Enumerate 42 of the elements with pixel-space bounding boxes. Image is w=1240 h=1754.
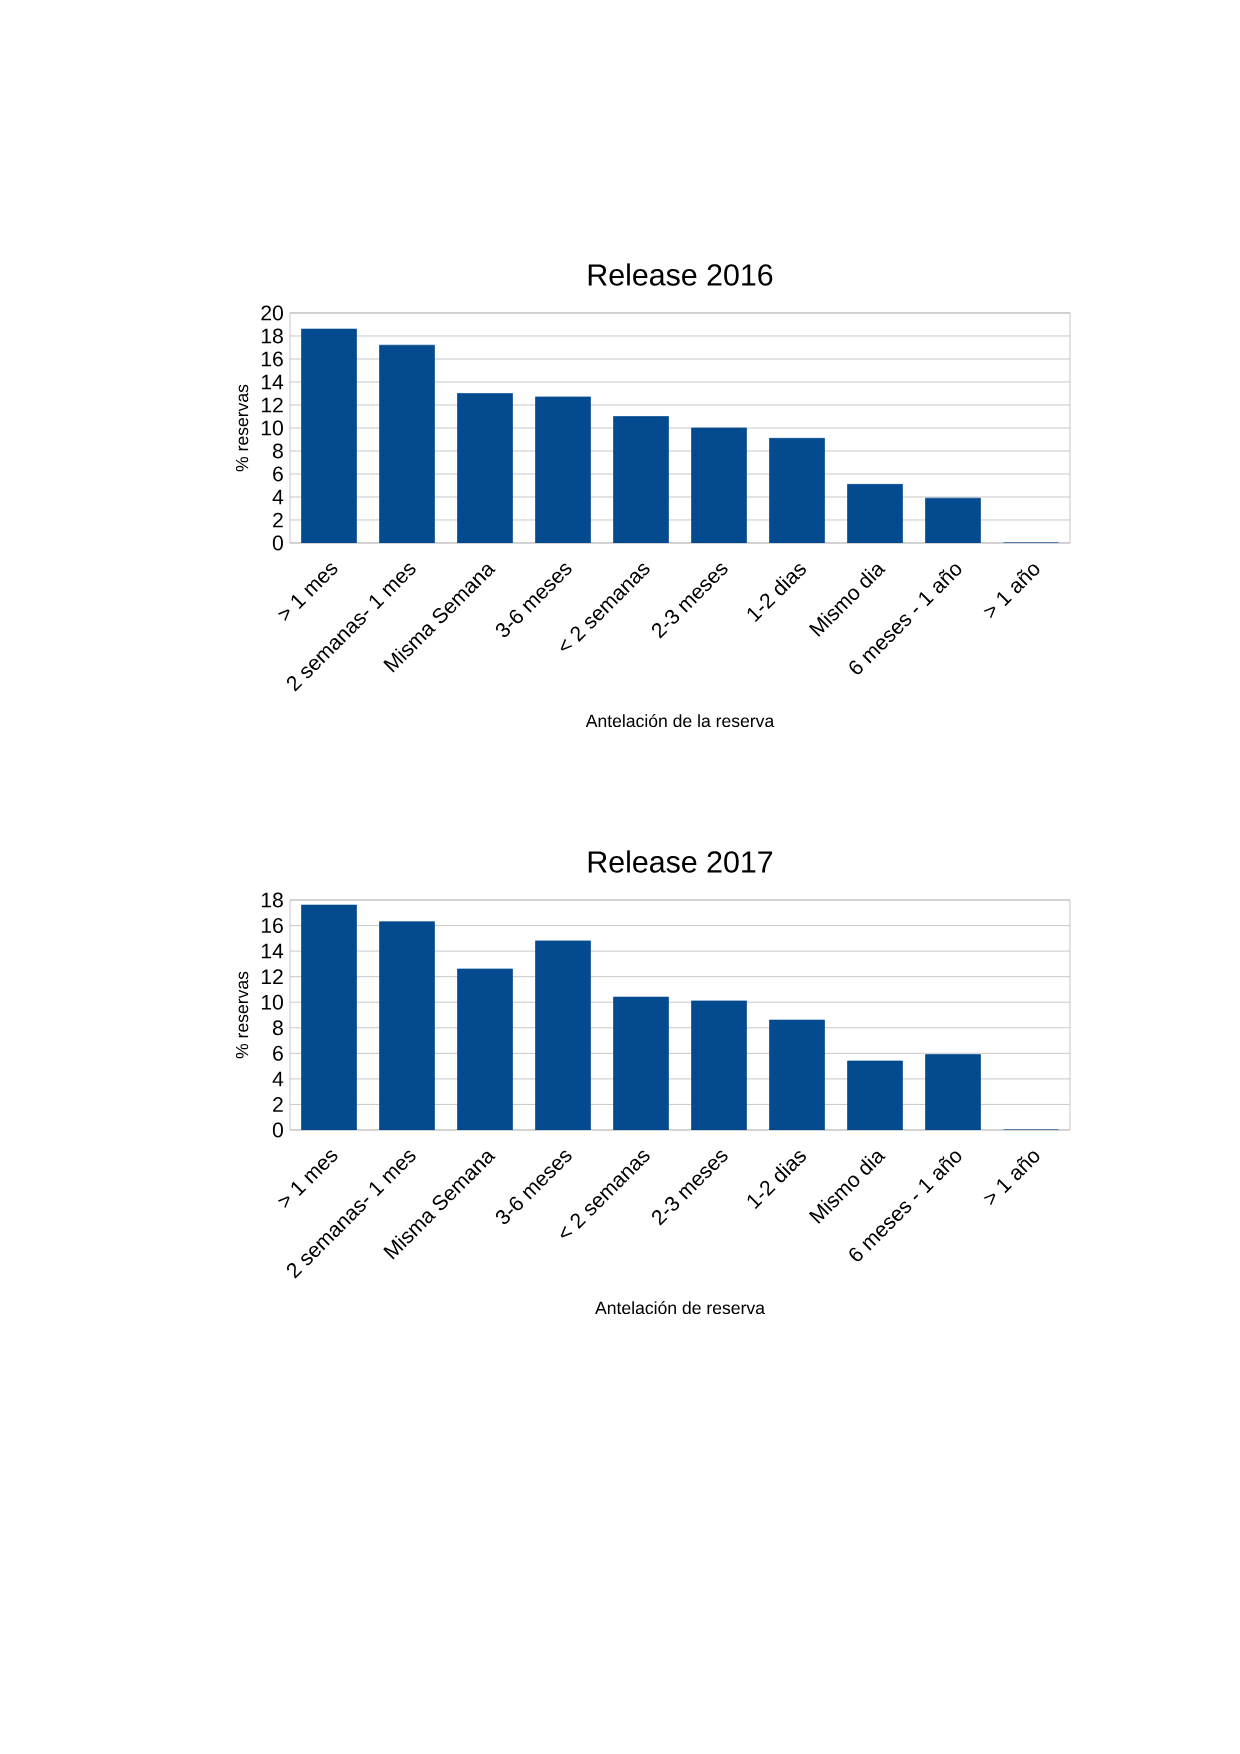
bar <box>457 393 513 543</box>
bar <box>535 396 591 543</box>
y-axis-title: % reservas <box>235 384 249 472</box>
bar <box>691 427 747 543</box>
y-tick-label: 10 <box>261 994 283 1010</box>
x-tick-label: 1-2 dias <box>747 564 806 622</box>
y-tick-label: 6 <box>273 1045 283 1061</box>
y-tick-label: 20 <box>261 305 283 321</box>
bar <box>613 416 669 543</box>
y-tick-label: 2 <box>273 1097 283 1112</box>
bar <box>847 483 903 543</box>
y-axis-title: % reservas <box>235 971 249 1059</box>
bar <box>769 437 825 543</box>
x-axis-title: Antelación de reserva <box>595 1300 765 1315</box>
x-tick-label: > 1 año <box>983 1151 1040 1206</box>
x-tick-label: > 1 mes <box>277 1150 338 1209</box>
y-tick-label: 14 <box>261 943 284 959</box>
y-tick-label: 18 <box>261 328 283 344</box>
x-tick-label: 1-2 dias <box>747 1151 806 1209</box>
y-tick-label: 4 <box>272 1071 284 1087</box>
y-tick-label: 6 <box>273 466 283 482</box>
x-tick-label: > 1 año <box>983 564 1040 619</box>
y-tick-label: 0 <box>272 1122 283 1138</box>
y-tick-label: 16 <box>261 351 283 367</box>
x-tick-label: > 1 mes <box>277 563 338 622</box>
bar <box>301 328 357 543</box>
chart-title: Release 2017 <box>588 850 773 873</box>
y-tick-label: 16 <box>261 918 283 933</box>
y-tick-label: 0 <box>272 535 283 551</box>
bar <box>379 344 435 543</box>
y-tick-label: 12 <box>261 397 283 413</box>
bar <box>925 497 981 543</box>
chart-title: Release 2016 <box>588 263 773 286</box>
y-tick-label: 18 <box>261 892 283 908</box>
y-tick-label: 4 <box>272 489 284 505</box>
y-tick-label: 14 <box>261 374 284 390</box>
y-tick-label: 10 <box>261 420 283 436</box>
y-tick-label: 2 <box>273 512 283 528</box>
y-tick-label: 8 <box>272 1020 283 1036</box>
y-tick-label: 12 <box>261 969 283 985</box>
x-axis-title: Antelación de la reserva <box>585 713 775 728</box>
y-tick-label: 8 <box>272 443 283 459</box>
